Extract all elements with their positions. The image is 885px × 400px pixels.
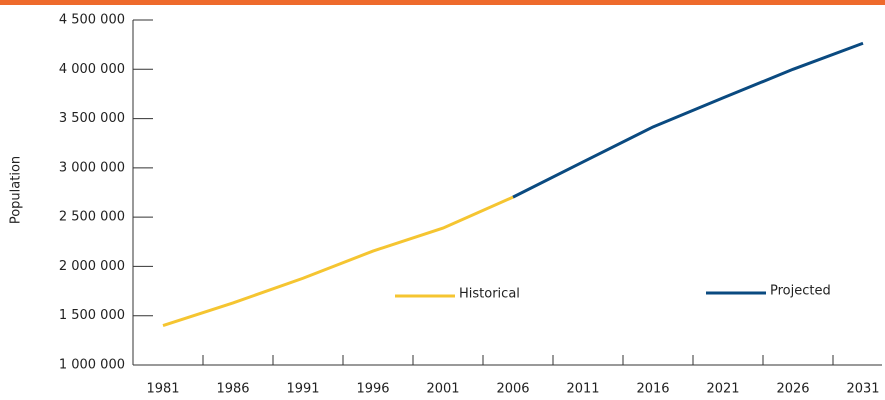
y-tick-label: 1 500 000 — [59, 308, 125, 323]
y-tick-label: 2 500 000 — [59, 210, 125, 225]
x-tick-label: 1996 — [356, 382, 389, 397]
legend-label: Projected — [770, 284, 831, 299]
top-bar — [0, 0, 885, 5]
legend-label: Historical — [459, 287, 520, 302]
line-series — [512, 41, 864, 199]
y-tick-label: 1 000 000 — [59, 358, 125, 373]
x-tick-label: 2026 — [776, 382, 809, 397]
y-axis-label: Population — [9, 156, 24, 224]
x-tick-label: 1991 — [286, 382, 319, 397]
x-tick-label: 2001 — [426, 382, 459, 397]
y-tick-label: 4 500 000 — [59, 13, 125, 28]
y-tick-label: 2 000 000 — [59, 259, 125, 274]
y-tick-label: 3 000 000 — [59, 160, 125, 175]
x-tick-label: 1981 — [146, 382, 179, 397]
x-tick-label: 2021 — [706, 382, 739, 397]
y-tick-label: 3 500 000 — [59, 111, 125, 126]
line-series — [162, 195, 514, 327]
x-tick-label: 2011 — [566, 382, 599, 397]
x-tick-label: 1986 — [216, 382, 249, 397]
x-tick-label: 2006 — [496, 382, 529, 397]
y-tick-label: 4 000 000 — [59, 62, 125, 77]
x-tick-label: 2016 — [636, 382, 669, 397]
x-tick-label: 2031 — [846, 382, 879, 397]
